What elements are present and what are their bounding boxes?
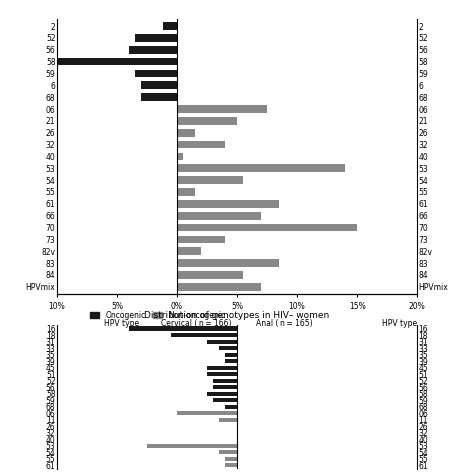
- Bar: [177, 236, 225, 243]
- Bar: [177, 411, 237, 415]
- Bar: [213, 379, 237, 383]
- Bar: [147, 444, 237, 448]
- Bar: [177, 271, 243, 279]
- Bar: [225, 353, 237, 357]
- Bar: [213, 398, 237, 402]
- Bar: [177, 212, 261, 219]
- Bar: [21, 58, 177, 65]
- Bar: [225, 463, 237, 467]
- Bar: [129, 46, 177, 54]
- Bar: [207, 372, 237, 376]
- Bar: [177, 117, 237, 125]
- Bar: [135, 34, 177, 42]
- Bar: [219, 418, 237, 422]
- Bar: [225, 405, 237, 409]
- Bar: [163, 22, 177, 30]
- Bar: [177, 164, 345, 172]
- Bar: [219, 346, 237, 350]
- Bar: [177, 247, 201, 255]
- Bar: [207, 392, 237, 396]
- Text: HPV type: HPV type: [382, 319, 417, 328]
- Bar: [177, 153, 183, 160]
- Bar: [171, 333, 237, 337]
- Bar: [225, 359, 237, 363]
- Bar: [177, 259, 279, 267]
- Bar: [213, 385, 237, 389]
- Bar: [207, 365, 237, 370]
- Bar: [177, 283, 261, 291]
- Bar: [177, 129, 195, 137]
- Bar: [177, 105, 267, 113]
- Bar: [177, 141, 225, 148]
- Bar: [207, 339, 237, 344]
- Bar: [177, 200, 279, 208]
- Text: Cervical ( n = 166): Cervical ( n = 166): [161, 319, 232, 328]
- Bar: [129, 327, 237, 331]
- Bar: [219, 450, 237, 455]
- Bar: [177, 224, 357, 231]
- Text: Anal ( n = 165): Anal ( n = 165): [256, 319, 312, 328]
- Bar: [225, 457, 237, 461]
- Bar: [141, 82, 177, 89]
- Bar: [177, 176, 243, 184]
- Text: Distribution of genotypes in HIV– women: Distribution of genotypes in HIV– women: [145, 311, 329, 319]
- Bar: [141, 93, 177, 101]
- Bar: [135, 70, 177, 77]
- Bar: [177, 188, 195, 196]
- Text: HPV type: HPV type: [104, 319, 139, 328]
- Legend: Oncogenic, Non-oncogenic: Oncogenic, Non-oncogenic: [87, 308, 228, 323]
